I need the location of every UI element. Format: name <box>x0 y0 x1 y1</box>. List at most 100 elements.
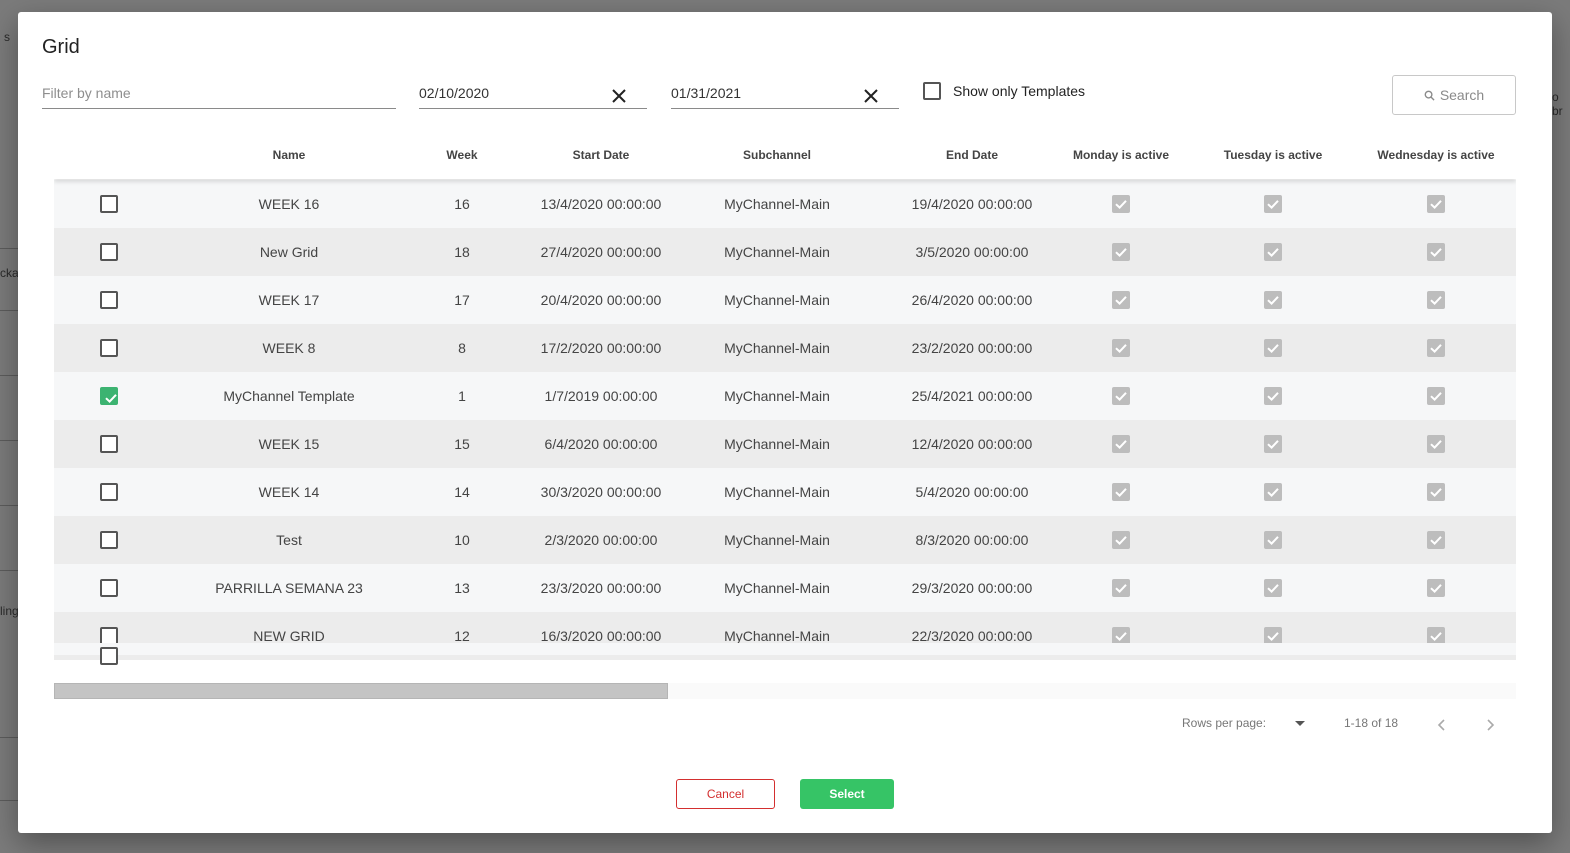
cell-name: New Grid <box>259 244 319 260</box>
cell-end-date: 5/4/2020 00:00:00 <box>915 484 1029 500</box>
cell-name: WEEK 15 <box>258 436 320 452</box>
table-row[interactable]: WEEK 17 17 20/4/2020 00:00:00 MyChannel-Mai… <box>54 276 1516 324</box>
tuesday-active-checkbox <box>1264 579 1282 597</box>
row-checkbox[interactable] <box>100 387 118 405</box>
background-fragment: o br <box>1552 90 1563 118</box>
search-button[interactable]: Search <box>1392 75 1516 115</box>
cell-name: NEW GRID <box>253 628 325 644</box>
search-button-label: Search <box>1439 87 1485 103</box>
horizontal-scrollbar[interactable] <box>54 683 1516 699</box>
wednesday-active-checkbox <box>1427 291 1445 309</box>
cell-subchannel: MyChannel-Main <box>724 484 830 500</box>
cell-start-date: 23/3/2020 00:00:00 <box>540 580 662 596</box>
row-checkbox[interactable] <box>100 483 118 501</box>
table-row[interactable]: Test 10 2/3/2020 00:00:00 MyChannel-Main 8/3… <box>54 516 1516 564</box>
cell-start-date: 27/4/2020 00:00:00 <box>540 244 662 260</box>
cell-subchannel: MyChannel-Main <box>724 532 830 548</box>
cell-name: WEEK 17 <box>258 292 320 308</box>
column-header-wednesday-active[interactable]: Wednesday is active <box>1377 148 1495 162</box>
show-only-templates-checkbox[interactable]: Show only Templates <box>923 82 1085 100</box>
cell-end-date: 29/3/2020 00:00:00 <box>911 580 1033 596</box>
clear-start-date-icon[interactable] <box>609 86 629 106</box>
background-divider <box>0 800 18 801</box>
column-header-week[interactable]: Week <box>446 148 478 162</box>
column-header-end-date[interactable]: End Date <box>945 148 998 162</box>
wednesday-active-checkbox <box>1427 435 1445 453</box>
cell-end-date: 3/5/2020 00:00:00 <box>915 244 1029 260</box>
column-header-monday-active[interactable]: Monday is active <box>1072 148 1170 162</box>
background-divider <box>0 248 18 249</box>
cell-subchannel: MyChannel-Main <box>724 436 830 452</box>
background-divider <box>0 440 18 441</box>
table-row-partial <box>54 643 1516 665</box>
table-row[interactable]: New Grid 18 27/4/2020 00:00:00 MyChannel-Ma… <box>54 228 1516 276</box>
table-row[interactable]: WEEK 8 8 17/2/2020 00:00:00 MyChannel-Main 2… <box>54 324 1516 372</box>
table-row[interactable]: MyChannel Template 1 1/7/2019 00:00:00 MyCh… <box>54 372 1516 420</box>
row-checkbox[interactable] <box>100 339 118 357</box>
cell-end-date: 25/4/2021 00:00:00 <box>911 388 1033 404</box>
tuesday-active-checkbox <box>1264 483 1282 501</box>
column-header-name[interactable]: Name <box>272 148 306 162</box>
wednesday-active-checkbox <box>1427 243 1445 261</box>
cell-week: 15 <box>454 436 470 452</box>
cell-start-date: 6/4/2020 00:00:00 <box>544 436 658 452</box>
column-header-start-date[interactable]: Start Date <box>572 148 630 162</box>
monday-active-checkbox <box>1112 627 1130 645</box>
wednesday-active-checkbox <box>1427 195 1445 213</box>
horizontal-scrollbar-thumb[interactable] <box>54 683 668 699</box>
row-checkbox[interactable] <box>100 243 118 261</box>
cell-end-date: 8/3/2020 00:00:00 <box>915 532 1029 548</box>
cell-week: 8 <box>458 340 466 356</box>
monday-active-checkbox <box>1112 243 1130 261</box>
cell-week: 17 <box>454 292 470 308</box>
cell-name: WEEK 14 <box>258 484 320 500</box>
row-checkbox[interactable] <box>100 291 118 309</box>
clear-end-date-icon[interactable] <box>861 86 881 106</box>
background-fragment: cka <box>0 266 19 280</box>
row-checkbox[interactable] <box>100 579 118 597</box>
row-checkbox[interactable] <box>100 647 118 665</box>
column-header-subchannel[interactable]: Subchannel <box>742 148 811 162</box>
cancel-button[interactable]: Cancel <box>676 779 775 809</box>
cell-subchannel: MyChannel-Main <box>724 340 830 356</box>
table-row[interactable]: WEEK 15 15 6/4/2020 00:00:00 MyChannel-Main… <box>54 420 1516 468</box>
table-row[interactable]: PARRILLA SEMANA 23 13 23/3/2020 00:00:00 My… <box>54 564 1516 612</box>
cell-start-date: 2/3/2020 00:00:00 <box>544 532 658 548</box>
row-checkbox[interactable] <box>100 195 118 213</box>
start-date-field <box>419 80 647 109</box>
cell-end-date: 19/4/2020 00:00:00 <box>911 196 1033 212</box>
rows-per-page-dropdown-icon[interactable] <box>1290 717 1310 731</box>
table-row[interactable]: WEEK 14 14 30/3/2020 00:00:00 MyChannel-Mai… <box>54 468 1516 516</box>
end-date-input[interactable] <box>671 80 899 106</box>
select-button[interactable]: Select <box>800 779 894 809</box>
name-filter-input[interactable] <box>42 80 396 106</box>
wednesday-active-checkbox <box>1427 579 1445 597</box>
checkbox-box[interactable] <box>923 82 941 100</box>
cell-start-date: 20/4/2020 00:00:00 <box>540 292 662 308</box>
background-divider <box>0 570 18 571</box>
cell-week: 16 <box>454 196 470 212</box>
row-checkbox[interactable] <box>100 435 118 453</box>
cell-week: 1 <box>458 388 466 404</box>
cell-start-date: 1/7/2019 00:00:00 <box>544 388 658 404</box>
previous-page-icon[interactable] <box>1434 716 1450 734</box>
start-date-input[interactable] <box>419 80 647 106</box>
cell-week: 18 <box>454 244 470 260</box>
column-header-tuesday-active[interactable]: Tuesday is active <box>1223 148 1323 162</box>
tuesday-active-checkbox <box>1264 243 1282 261</box>
tuesday-active-checkbox <box>1264 339 1282 357</box>
tuesday-active-checkbox <box>1264 531 1282 549</box>
rows-per-page-label: Rows per page: <box>1182 716 1267 730</box>
monday-active-checkbox <box>1112 531 1130 549</box>
next-page-icon[interactable] <box>1482 716 1498 734</box>
cell-name: WEEK 8 <box>262 340 316 356</box>
grid-dialog: Grid Show only Templates Search Name Wee <box>18 12 1552 833</box>
grid-table: Name Week Start Date Subchannel End Date… <box>54 136 1516 699</box>
row-checkbox[interactable] <box>100 531 118 549</box>
show-only-templates-label: Show only Templates <box>953 83 1086 99</box>
table-row[interactable]: WEEK 16 16 13/4/2020 00:00:00 MyChannel-Mai… <box>54 180 1516 228</box>
monday-active-checkbox <box>1112 339 1130 357</box>
background-fragment: ling <box>0 604 19 618</box>
name-filter-field <box>42 80 396 109</box>
cell-subchannel: MyChannel-Main <box>724 196 830 212</box>
